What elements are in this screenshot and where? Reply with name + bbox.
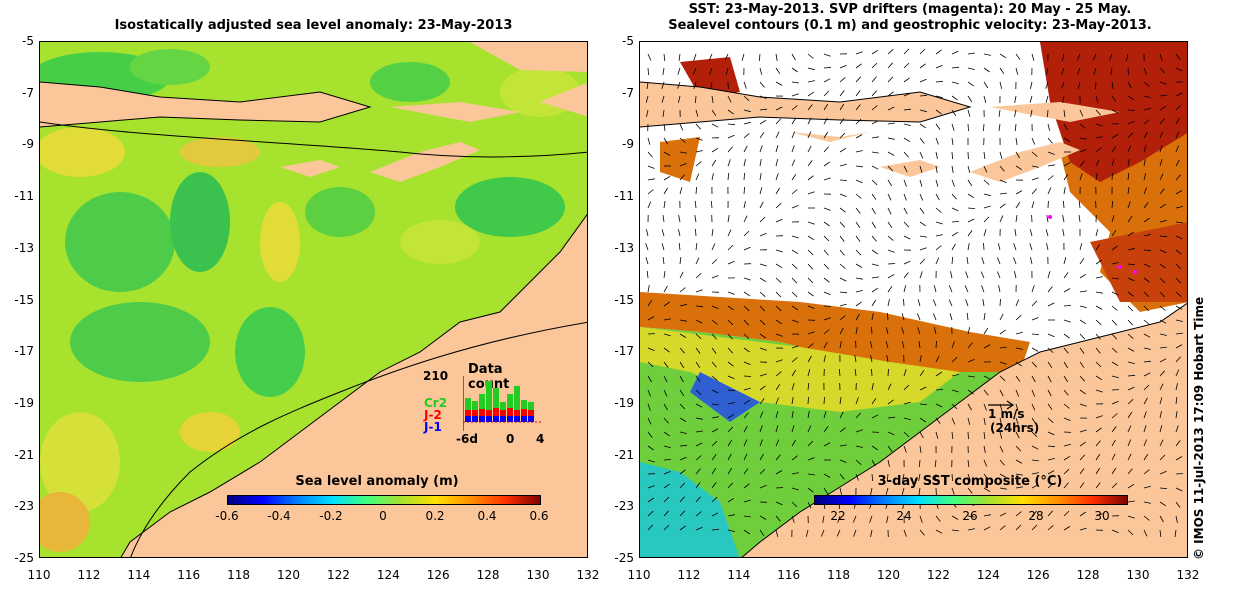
lat-tick: -15 xyxy=(14,292,34,307)
colorbar-tick-label: 24 xyxy=(896,509,912,523)
sat-j1-label: J-1 xyxy=(424,420,442,434)
lon-tick: 128 xyxy=(1076,568,1100,582)
sat-j2-label: J-2 xyxy=(424,408,442,422)
lon-tick: 126 xyxy=(426,568,450,582)
right-title-line2: Sealevel contours (0.1 m) and geostrophi… xyxy=(668,18,1152,33)
lat-tick: -13 xyxy=(14,240,34,255)
lat-tick: -11 xyxy=(614,189,634,204)
data-count-bars xyxy=(463,376,543,431)
lon-tick: 110 xyxy=(27,568,51,582)
lat-tick: -7 xyxy=(22,85,34,100)
lon-tick: 112 xyxy=(677,568,701,582)
colorbar-tick-label: 30 xyxy=(1094,509,1110,523)
lon-tick: 116 xyxy=(177,568,201,582)
lat-tick: -15 xyxy=(614,292,634,307)
lon-tick: 110 xyxy=(627,568,651,582)
data-count-x-mid: 0 xyxy=(506,432,515,446)
sat-cr2-label: Cr2 xyxy=(424,396,448,410)
colorbar-tick-label: 0.2 xyxy=(425,509,445,523)
lon-tick: 118 xyxy=(227,568,251,582)
left-title: Isostatically adjusted sea level anomaly… xyxy=(114,18,513,33)
lat-tick: -9 xyxy=(622,137,634,152)
velocity-scale-sublabel: (24hrs) xyxy=(990,421,1040,435)
lon-tick: 124 xyxy=(976,568,1000,582)
colorbar-tick-label: 22 xyxy=(830,509,846,523)
lat-tick: -17 xyxy=(614,344,634,359)
sla-colorbar-title: Sea level anomaly (m) xyxy=(295,474,459,489)
lon-tick: 120 xyxy=(277,568,300,582)
lon-tick: 128 xyxy=(476,568,500,582)
colorbar-tick-label: 0.6 xyxy=(529,509,549,523)
sea-level-map: 210 Data count Cr2 J-2 J-1 -6d 0 4 xyxy=(39,41,588,558)
lon-tick: 112 xyxy=(77,568,101,582)
lon-tick: 114 xyxy=(127,568,151,582)
colorbar-tick-label: 0 xyxy=(379,509,387,523)
lon-tick: 122 xyxy=(926,568,950,582)
lat-tick: -23 xyxy=(14,499,34,514)
lon-tick: 122 xyxy=(326,568,350,582)
data-count-number: 210 xyxy=(423,369,449,383)
lon-tick: 124 xyxy=(376,568,400,582)
lon-tick: 118 xyxy=(827,568,851,582)
lon-tick: 130 xyxy=(1126,568,1150,582)
sst-colorbar xyxy=(814,495,1128,505)
lat-tick: -5 xyxy=(22,34,34,48)
lon-tick: 132 xyxy=(576,568,600,582)
lat-tick: -13 xyxy=(614,240,634,255)
lon-tick: 130 xyxy=(526,568,550,582)
lon-tick: 120 xyxy=(877,568,900,582)
colorbar-tick-label: 28 xyxy=(1028,509,1044,523)
sea-level-map-graphic xyxy=(40,42,587,557)
lat-tick: -11 xyxy=(14,189,34,204)
right-title-line1: SST: 23-May-2013. SVP drifters (magenta)… xyxy=(688,2,1132,17)
lat-tick: -19 xyxy=(614,395,634,410)
lat-tick: -5 xyxy=(622,34,634,48)
lat-tick: -21 xyxy=(14,447,34,462)
lon-tick: 126 xyxy=(1026,568,1050,582)
lat-tick: -23 xyxy=(614,499,634,514)
lat-tick: -25 xyxy=(614,551,634,565)
lat-tick: -7 xyxy=(622,85,634,100)
lon-tick: 116 xyxy=(777,568,801,582)
colorbar-tick-label: 0.4 xyxy=(477,509,497,523)
velocity-scale-label: 1 m/s xyxy=(988,407,1025,421)
sst-map-graphic xyxy=(640,42,1187,557)
colorbar-tick-label: -0.4 xyxy=(267,509,291,523)
colorbar-tick-label: -0.2 xyxy=(319,509,343,523)
colorbar-tick-label: -0.6 xyxy=(215,509,239,523)
sla-colorbar xyxy=(227,495,541,505)
lat-tick: -9 xyxy=(22,137,34,152)
lon-tick: 114 xyxy=(727,568,751,582)
colorbar-tick-label: 26 xyxy=(962,509,978,523)
data-count-inset: 210 Data count Cr2 J-2 J-1 -6d 0 4 xyxy=(418,362,548,446)
lat-tick: -19 xyxy=(14,395,34,410)
lat-tick: -25 xyxy=(14,551,34,565)
lat-tick: -21 xyxy=(614,447,634,462)
lat-tick: -17 xyxy=(14,344,34,359)
imos-credit: © IMOS 11-Jul-2013 17:09 Hobart Time xyxy=(1192,296,1206,560)
velocity-scale-arrow xyxy=(988,400,1015,410)
lon-tick: 132 xyxy=(1176,568,1200,582)
sst-map: 1 m/s (24hrs) 3-day SST composite (°C) 2… xyxy=(639,41,1188,558)
data-count-x-start: -6d xyxy=(456,432,478,446)
data-count-x-end: 4 xyxy=(536,432,545,446)
sst-colorbar-title: 3-day SST composite (°C) xyxy=(877,474,1063,489)
